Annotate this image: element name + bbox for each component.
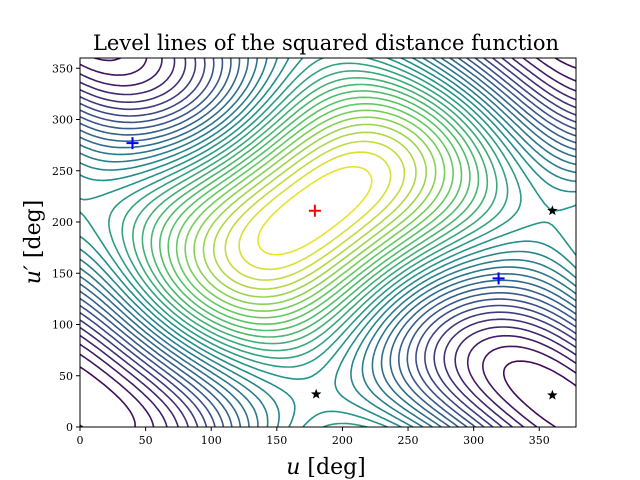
y-axis-variable: u′ [21,265,46,284]
x-axis-label: u [deg] [286,455,366,480]
y-axis-label: u′ [deg] [21,200,46,285]
contour-line [202,123,428,298]
star-marker [547,389,558,400]
contour-line [150,83,480,338]
contour-line [80,58,576,427]
y-tick-label: 0 [66,421,73,434]
contour-line [80,58,576,427]
x-tick-label: 50 [139,434,153,447]
x-axis-unit: [deg] [300,455,365,480]
y-tick-label: 200 [52,216,73,229]
plot-frame [79,57,577,428]
chart-title: Level lines of the squared distance func… [93,31,559,55]
x-tick-label: 350 [529,434,550,447]
y-tick-label: 50 [59,370,73,383]
y-axis-ticks: 0 50 100 150 200 250 300 350 [52,62,80,434]
contour-line [224,140,406,281]
x-tick-label: 150 [266,434,287,447]
contour-line [80,58,576,427]
star-marker [547,205,558,216]
y-axis-unit: [deg] [21,200,46,265]
x-tick-label: 300 [463,434,484,447]
contour-line [80,58,576,427]
star-marker [310,388,322,399]
contour-line [184,109,446,312]
x-axis-ticks: 0 50 100 150 200 250 300 350 [77,427,550,447]
contour-line [212,131,417,290]
contour-line [257,166,373,256]
contour-line [80,58,576,427]
contour-line [141,77,489,345]
x-axis-variable: u [286,455,300,480]
contour-line [80,58,576,427]
plus-marker [126,137,139,150]
x-tick-label: 100 [201,434,222,447]
y-tick-label: 250 [52,165,73,178]
contour-line [80,58,576,427]
contour-line [80,58,576,427]
y-tick-label: 150 [52,267,73,280]
contour-line [80,58,576,427]
x-tick-label: 200 [332,434,353,447]
contour-line [80,58,576,427]
contour-line [167,96,463,325]
contour-line [80,58,576,427]
markers [126,137,558,400]
y-tick-label: 100 [52,319,73,332]
contour-line [80,58,576,427]
contour-lines [80,58,576,427]
contour-line [121,62,509,359]
x-tick-label: 0 [77,434,84,447]
contour-line [159,90,471,332]
contour-line [238,151,392,271]
contour-line [80,58,576,427]
contour-line [80,58,576,427]
contour-line [80,58,576,427]
contour-line [132,70,498,352]
y-tick-label: 300 [52,114,73,127]
plus-marker [492,272,505,285]
contour-line [80,58,576,427]
contour-line [80,58,576,427]
contour-line [175,103,454,319]
y-tick-label: 350 [52,62,73,75]
contour-line [193,116,437,305]
x-tick-label: 250 [398,434,419,447]
plus-marker [308,204,321,217]
